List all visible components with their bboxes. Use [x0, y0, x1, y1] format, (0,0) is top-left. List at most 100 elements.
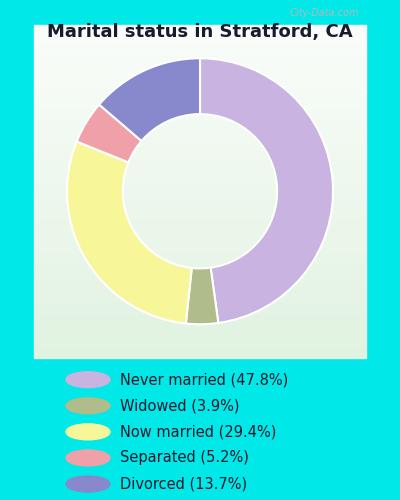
- Bar: [34, 321, 366, 324]
- Bar: [34, 271, 366, 274]
- Bar: [34, 354, 366, 358]
- Bar: [34, 228, 366, 231]
- Bar: [34, 194, 366, 198]
- Bar: [34, 281, 366, 284]
- Bar: [34, 284, 366, 288]
- Bar: [34, 45, 366, 48]
- Bar: [34, 48, 366, 51]
- Bar: [34, 351, 366, 354]
- Bar: [34, 144, 366, 148]
- Bar: [34, 324, 366, 328]
- Bar: [34, 211, 366, 214]
- Bar: [34, 112, 366, 115]
- Bar: [34, 92, 366, 95]
- Wedge shape: [77, 104, 142, 162]
- Bar: [34, 65, 366, 68]
- Bar: [34, 88, 366, 92]
- Bar: [34, 184, 366, 188]
- Bar: [34, 78, 366, 82]
- Bar: [34, 182, 366, 184]
- Bar: [34, 35, 366, 38]
- Bar: [34, 274, 366, 278]
- Bar: [34, 208, 366, 211]
- Bar: [34, 154, 366, 158]
- Bar: [34, 192, 366, 194]
- Bar: [34, 231, 366, 234]
- Bar: [34, 162, 366, 164]
- Bar: [34, 291, 366, 294]
- Bar: [34, 241, 366, 244]
- Bar: [34, 301, 366, 304]
- Bar: [34, 28, 366, 32]
- Text: Now married (29.4%): Now married (29.4%): [120, 424, 276, 440]
- Bar: [34, 42, 366, 45]
- Bar: [34, 251, 366, 254]
- Bar: [34, 238, 366, 241]
- Text: City-Data.com: City-Data.com: [290, 8, 360, 18]
- Circle shape: [66, 450, 110, 466]
- Bar: [34, 25, 366, 28]
- Text: Divorced (13.7%): Divorced (13.7%): [120, 476, 247, 492]
- Bar: [34, 318, 366, 321]
- Bar: [34, 224, 366, 228]
- Wedge shape: [186, 268, 218, 324]
- Text: Separated (5.2%): Separated (5.2%): [120, 450, 249, 466]
- Circle shape: [66, 424, 110, 440]
- Bar: [34, 278, 366, 281]
- Bar: [34, 102, 366, 105]
- Bar: [34, 204, 366, 208]
- Bar: [34, 344, 366, 348]
- Bar: [34, 52, 366, 55]
- Bar: [34, 264, 366, 268]
- Bar: [34, 62, 366, 65]
- Bar: [34, 331, 366, 334]
- Bar: [34, 152, 366, 154]
- Bar: [34, 85, 366, 88]
- Bar: [34, 105, 366, 108]
- Bar: [34, 98, 366, 102]
- Bar: [34, 38, 366, 42]
- Bar: [34, 308, 366, 311]
- Bar: [34, 341, 366, 344]
- Bar: [34, 178, 366, 182]
- Bar: [34, 118, 366, 122]
- Bar: [34, 115, 366, 118]
- Bar: [34, 214, 366, 218]
- Bar: [34, 148, 366, 152]
- Bar: [34, 122, 366, 124]
- Bar: [34, 125, 366, 128]
- Bar: [34, 268, 366, 271]
- Wedge shape: [99, 58, 200, 141]
- Bar: [34, 201, 366, 204]
- Wedge shape: [200, 58, 333, 323]
- Text: Widowed (3.9%): Widowed (3.9%): [120, 398, 240, 413]
- Bar: [34, 218, 366, 221]
- Bar: [34, 128, 366, 132]
- Bar: [34, 221, 366, 224]
- Bar: [34, 348, 366, 351]
- Bar: [34, 234, 366, 238]
- Bar: [34, 298, 366, 301]
- Bar: [34, 75, 366, 78]
- Circle shape: [66, 398, 110, 413]
- Bar: [34, 134, 366, 138]
- Bar: [34, 142, 366, 144]
- Text: Never married (47.8%): Never married (47.8%): [120, 372, 288, 387]
- Bar: [34, 338, 366, 341]
- Bar: [34, 168, 366, 172]
- Bar: [34, 174, 366, 178]
- Bar: [34, 95, 366, 98]
- Bar: [34, 188, 366, 191]
- Bar: [34, 198, 366, 201]
- Wedge shape: [67, 142, 192, 324]
- Bar: [34, 328, 366, 331]
- Bar: [34, 68, 366, 71]
- Text: Marital status in Stratford, CA: Marital status in Stratford, CA: [47, 22, 353, 40]
- Circle shape: [66, 476, 110, 492]
- Bar: [34, 261, 366, 264]
- Bar: [34, 164, 366, 168]
- Bar: [34, 172, 366, 174]
- Bar: [34, 82, 366, 85]
- Bar: [34, 244, 366, 248]
- Bar: [34, 334, 366, 338]
